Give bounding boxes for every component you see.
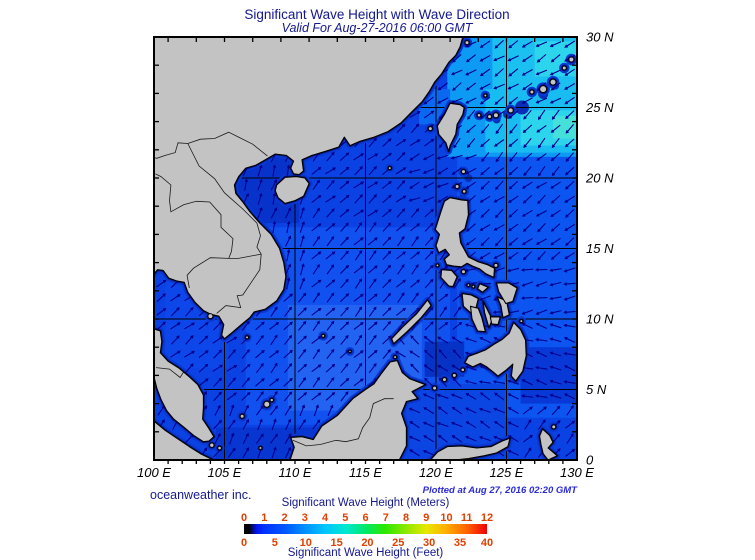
legend-feet-tick-5: 5 <box>272 537 278 549</box>
legend-meters-tick-5: 5 <box>342 512 348 524</box>
land-samar <box>496 282 518 305</box>
map-clipped-layers <box>154 37 577 460</box>
land-negros <box>469 305 486 333</box>
y-axis-label-0N: 0 <box>586 453 594 468</box>
legend-meters-tick-1: 1 <box>261 512 267 524</box>
land-masbate <box>477 283 489 293</box>
legend-meters-tick-8: 8 <box>403 512 409 524</box>
legend-meters-tick-0: 0 <box>241 512 247 524</box>
colorbar-legend: 0 1 2 3 4 5 6 7 8 9 10 11 120 5 10 15 20 25 30 35 40 <box>241 512 493 549</box>
legend-feet-title: Significant Wave Height (Feet) <box>288 547 444 559</box>
y-axis-label-25N: 25 N <box>585 100 614 115</box>
land-masses <box>154 37 558 460</box>
map-frame <box>153 36 578 461</box>
legend-meters-tick-11: 11 <box>461 512 473 524</box>
patch-brightest-east-edge <box>553 115 577 139</box>
legend-feet-tick-0: 0 <box>241 537 247 549</box>
y-axis-label-15N: 15 N <box>586 241 614 256</box>
land-taiwan <box>436 102 465 152</box>
y-axis-label-30N: 30 N <box>586 30 614 45</box>
figure-subtitle: Valid For Aug-27-2016 06:00 GMT <box>282 21 474 35</box>
legend-meters-title: Significant Wave Height (Meters) <box>282 497 450 509</box>
y-axis-label-5N: 5 N <box>586 382 607 397</box>
figure-title: Significant Wave Height with Wave Direct… <box>244 7 509 22</box>
legend-meters-tick-4: 4 <box>322 512 329 524</box>
legend-feet-tick-25: 25 <box>392 537 404 549</box>
land-cebu <box>482 300 493 329</box>
legend-meters-tick-7: 7 <box>383 512 389 524</box>
legend-meters-tick-9: 9 <box>423 512 429 524</box>
land-luzon <box>434 197 496 278</box>
legend-meters-tick-10: 10 <box>440 512 452 524</box>
x-axis-label-100E: 100 E <box>137 465 171 480</box>
legend-feet-tick-40: 40 <box>481 537 493 549</box>
country-borders <box>154 131 394 447</box>
axis-labels: 100 E 105 E 110 E 115 E 120 E 125 E 130 E0 5 N 1… <box>137 30 614 481</box>
legend-meters-tick-6: 6 <box>362 512 368 524</box>
legend-feet-tick-20: 20 <box>361 537 373 549</box>
land-sulawesi-north-arm <box>429 437 511 460</box>
x-axis-label-115E: 115 E <box>349 465 382 480</box>
legend-feet-tick-10: 10 <box>300 537 312 549</box>
legend-colorbar <box>244 524 487 534</box>
patch-philsea-south-dark <box>520 347 577 404</box>
land-malay-peninsula <box>154 328 215 443</box>
land-bohol <box>489 316 501 326</box>
legend-feet-tick-15: 15 <box>330 537 342 549</box>
legend-feet-tick-30: 30 <box>423 537 435 549</box>
y-axis-label-10N: 10 N <box>586 312 614 327</box>
x-axis-label-125E: 125 E <box>490 465 524 480</box>
land-hainan <box>274 176 310 204</box>
patch-celebes-sea <box>404 383 506 449</box>
wave-direction-arrows <box>156 39 576 459</box>
land-mindoro <box>440 269 458 288</box>
y-axis-label-20N: 20 N <box>585 171 614 186</box>
oceanweather-branding: oceanweather inc. <box>150 488 251 502</box>
map-canvas <box>153 36 578 464</box>
land-mindanao <box>464 321 527 382</box>
legend-feet-tick-35: 35 <box>454 537 466 549</box>
x-axis-label-120E: 120 E <box>419 465 453 480</box>
land-halmahera <box>539 428 558 460</box>
plotted-timestamp: Plotted at Aug 27, 2016 02:20 GMT <box>423 485 579 496</box>
x-axis-label-110E: 110 E <box>278 465 311 480</box>
small-islands <box>207 40 575 451</box>
legend-meters-tick-3: 3 <box>302 512 308 524</box>
legend-meters-tick-2: 2 <box>281 512 287 524</box>
land-borneo <box>289 360 426 460</box>
x-axis-label-130E: 130 E <box>560 465 594 480</box>
legend-meters-tick-12: 12 <box>481 512 493 524</box>
x-axis-label-105E: 105 E <box>208 465 242 480</box>
land-sumatra <box>154 420 214 460</box>
land-palawan <box>391 299 432 345</box>
patch-sulu-sea-dark <box>424 341 465 377</box>
